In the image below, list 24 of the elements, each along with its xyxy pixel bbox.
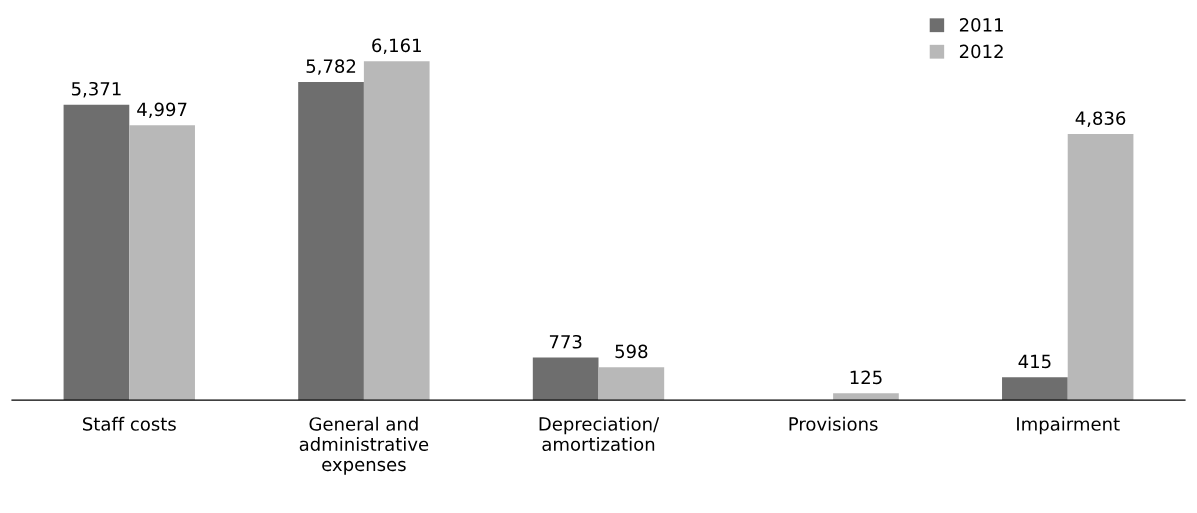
bar: [598, 367, 665, 401]
bar: [1067, 134, 1134, 401]
data-label: 773: [549, 334, 582, 349]
data-label: 4,997: [137, 102, 187, 119]
x-tick-label: Depreciation/ amortization: [539, 416, 660, 451]
data-label: 598: [615, 344, 648, 359]
data-label: 415: [1018, 354, 1051, 369]
bar: [63, 104, 130, 401]
legend-label: 2012: [959, 44, 1003, 59]
data-label: 4,836: [1075, 111, 1126, 127]
data-label: 6,161: [372, 38, 421, 54]
bar: [1002, 377, 1068, 401]
bar: [298, 82, 364, 401]
x-tick-label: General and administrative expenses: [299, 416, 429, 475]
x-tick-label: Staff costs: [83, 416, 176, 431]
bar: [129, 125, 195, 401]
bar: [363, 61, 430, 401]
data-label: 5,782: [306, 59, 356, 75]
data-label: 5,371: [71, 81, 121, 98]
bar: [532, 357, 599, 401]
x-tick-label: Impairment: [1017, 416, 1120, 435]
data-label: 125: [850, 370, 882, 385]
legend-label: 2011: [959, 18, 1003, 32]
x-tick-label: Provisions: [789, 416, 878, 431]
